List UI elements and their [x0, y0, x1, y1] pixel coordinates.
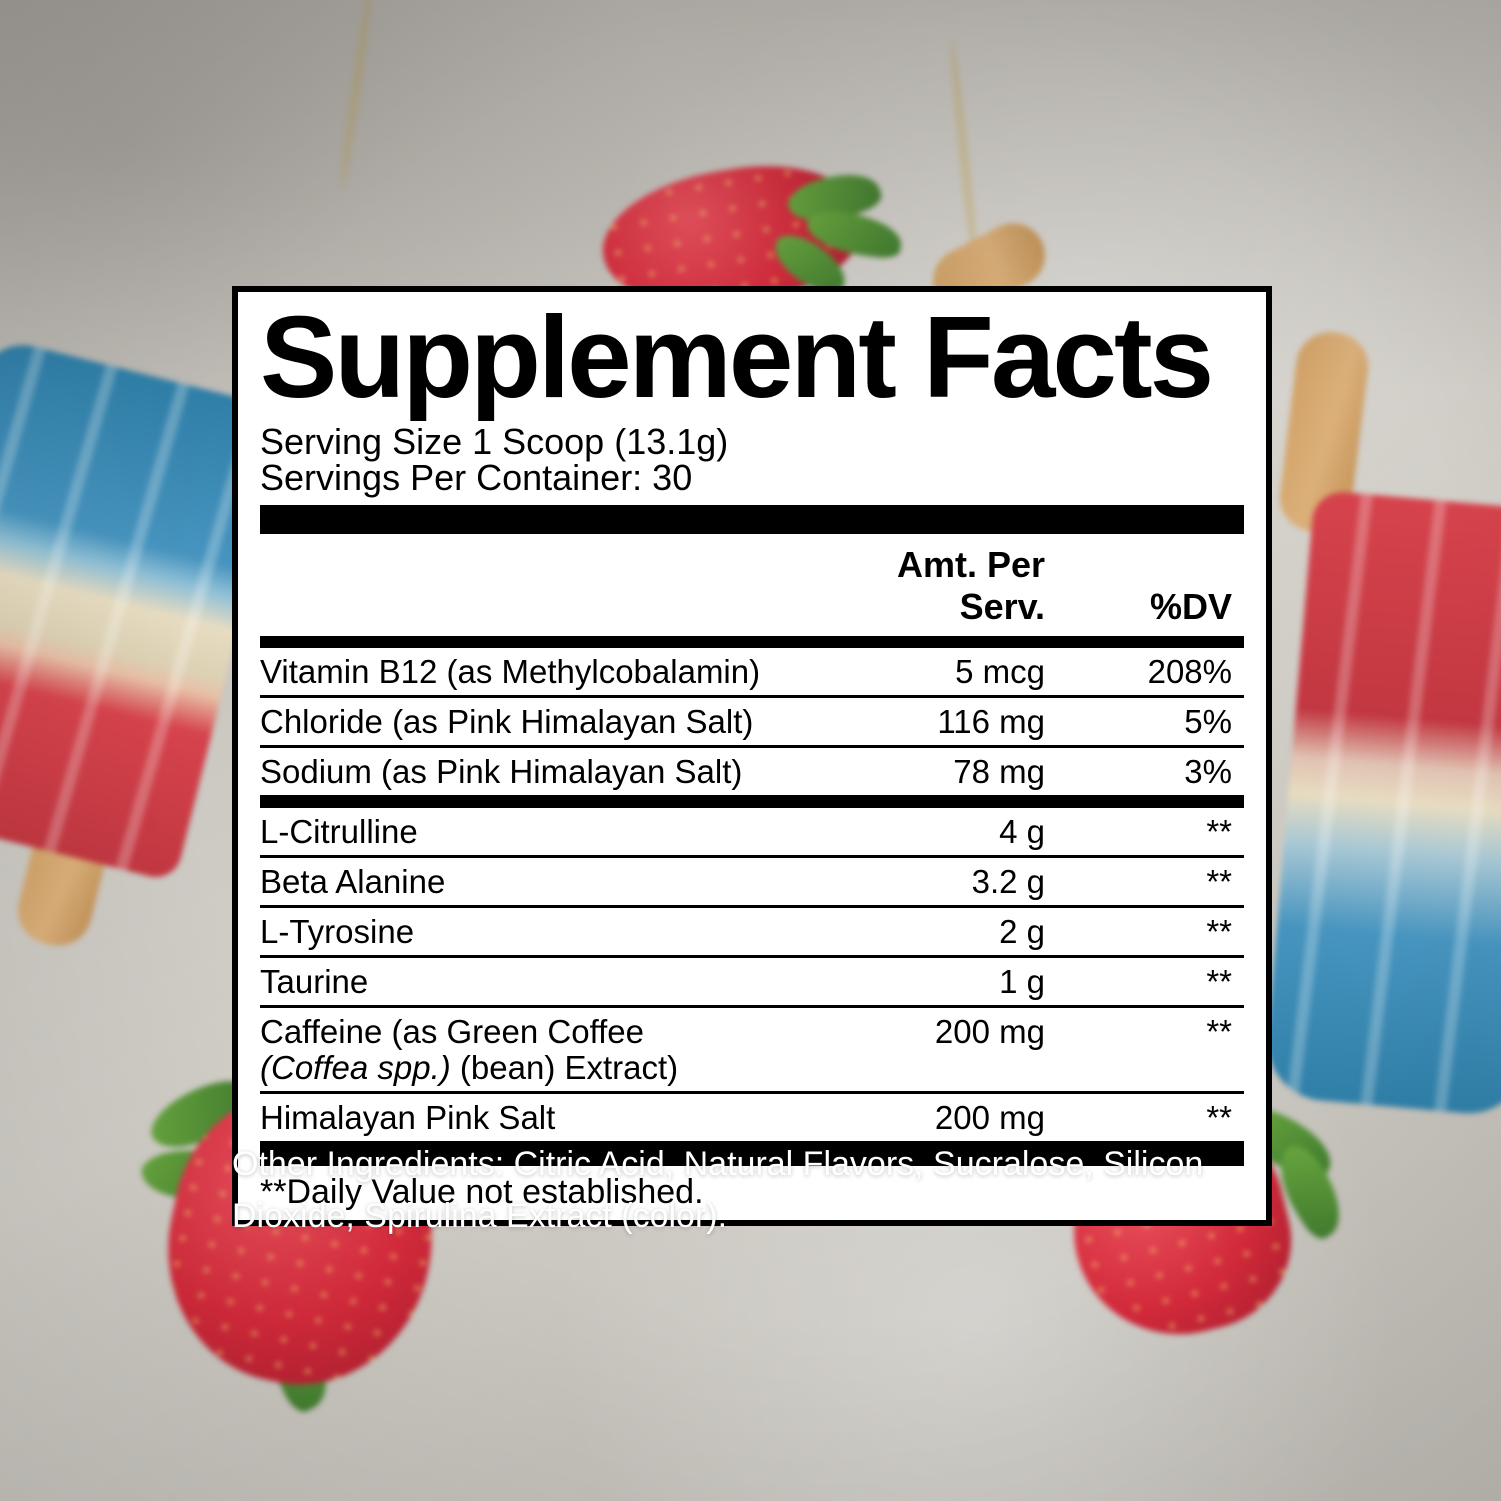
ingredient-name: Taurine [260, 963, 369, 1001]
ingredient-amount: 200 mg [934, 1099, 1045, 1137]
table-section-vitamins: Vitamin B12 (as Methylcobalamin) 5 mcg 2… [260, 648, 1244, 795]
ingredient-amount: 78 mg [953, 753, 1045, 791]
ingredient-name: L-Citrulline [260, 813, 418, 851]
ingredient-amount: 116 mg [937, 703, 1045, 741]
ingredient-name: Chloride (as Pink Himalayan Salt) [260, 703, 754, 741]
table-row: Sodium (as Pink Himalayan Salt) 78 mg 3% [260, 748, 1244, 795]
caffeine-species-italic: (Coffea spp.) [260, 1049, 451, 1087]
page-title: Supplement Facts [260, 292, 1214, 422]
table-row: L-Citrulline 4 g ** [260, 808, 1244, 859]
daily-value-footnote: **Daily Value not established. [260, 1173, 704, 1212]
table-header: Amt. Per Serv. %DV [260, 534, 1244, 636]
ingredient-name: L-Tyrosine [260, 913, 415, 951]
caffeine-line2-rest: (bean) Extract) [450, 1049, 679, 1087]
ingredient-dv: ** [1206, 863, 1232, 901]
supplement-facts-panel: Supplement Facts Serving Size 1 Scoop (1… [232, 286, 1272, 1227]
divider-bar-medium [260, 795, 1244, 809]
table-section-actives: L-Citrulline 4 g ** Beta Alanine 3.2 g *… [260, 808, 1244, 1141]
ingredient-amount: 1 g [999, 963, 1045, 1001]
table-row: Himalayan Pink Salt 200 mg ** [260, 1094, 1244, 1141]
ingredient-dv: 5% [1184, 703, 1232, 741]
ingredient-name: Himalayan Pink Salt [260, 1099, 556, 1137]
ingredient-amount: 5 mcg [955, 653, 1045, 691]
ingredient-dv: ** [1206, 1099, 1232, 1137]
ingredient-amount: 200 mg [934, 1013, 1045, 1051]
servings-per-container: Servings Per Container: 30 [260, 457, 693, 499]
ingredient-name: Sodium (as Pink Himalayan Salt) [260, 753, 743, 791]
table-row: Beta Alanine 3.2 g ** [260, 858, 1244, 909]
table-row: L-Tyrosine 2 g ** [260, 908, 1244, 959]
divider-bar-medium [260, 636, 1244, 649]
divider-bar-thick [260, 505, 1244, 535]
ingredient-name: Beta Alanine [260, 863, 446, 901]
table-row: Chloride (as Pink Himalayan Salt) 116 mg… [260, 698, 1244, 749]
table-row: Taurine 1 g ** [260, 958, 1244, 1009]
ingredient-amount: 2 g [999, 913, 1045, 951]
ingredient-amount: 3.2 g [971, 863, 1045, 901]
ingredient-dv: 3% [1184, 753, 1232, 791]
other-ingredients-text: Other Ingredients: Citric Acid, Natural … [232, 1145, 1204, 1235]
serving-size: Serving Size 1 Scoop (13.1g) [260, 421, 729, 463]
ingredient-dv: ** [1206, 1013, 1232, 1051]
table-row-caffeine: Caffeine (as Green Coffee (Coffea spp.) … [260, 1008, 1244, 1095]
header-amount: Amt. Per Serv. [896, 544, 1045, 628]
ingredient-amount: 4 g [999, 813, 1045, 851]
ingredient-dv: 208% [1147, 653, 1232, 691]
table-row: Vitamin B12 (as Methylcobalamin) 5 mcg 2… [260, 648, 1244, 699]
caffeine-line1: Caffeine (as Green Coffee [260, 1013, 645, 1051]
ingredient-dv: ** [1206, 813, 1232, 851]
ingredient-name: Vitamin B12 (as Methylcobalamin) [260, 653, 761, 691]
ingredient-name: Caffeine (as Green Coffee (Coffea spp.) … [260, 1014, 805, 1086]
ingredient-dv: ** [1206, 913, 1232, 951]
divider-bar-thick [260, 1141, 1244, 1167]
ingredient-dv: ** [1206, 963, 1232, 1001]
header-dv: %DV [1149, 586, 1232, 628]
